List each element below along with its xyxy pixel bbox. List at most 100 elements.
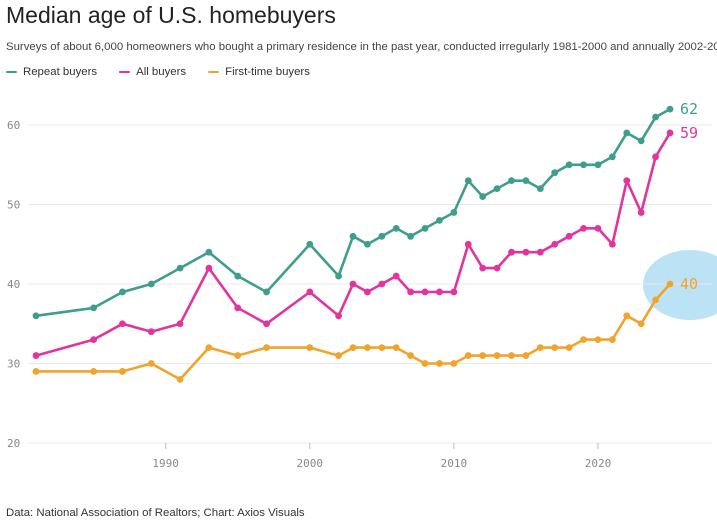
- data-point-all-2005: [378, 280, 386, 288]
- data-point-repeat-2003: [349, 232, 357, 240]
- data-point-first-2007: [407, 352, 415, 359]
- legend-swatch-first: [208, 70, 220, 74]
- chart-subtitle: Surveys of about 6,000 homeowners who bo…: [6, 41, 717, 53]
- legend-item-repeat[interactable]: Repeat buyers: [6, 66, 97, 78]
- end-label-repeat: 62: [680, 100, 698, 118]
- data-point-first-2010: [450, 360, 458, 367]
- legend-swatch-repeat: [6, 70, 17, 74]
- y-tick-label-50: 50: [7, 199, 20, 212]
- data-point-first-2018: [565, 344, 573, 351]
- data-point-all-2010: [450, 288, 458, 296]
- data-point-all-2017: [551, 240, 559, 248]
- legend-label-all: All buyers: [136, 66, 187, 78]
- data-point-repeat-2002: [335, 272, 342, 280]
- series-line-first: [34, 282, 672, 381]
- data-point-repeat-2010: [450, 209, 458, 216]
- data-point-all-2014: [508, 248, 515, 256]
- data-point-all-2013: [493, 264, 501, 272]
- data-point-repeat-2022: [623, 129, 631, 137]
- data-point-all-1987: [119, 320, 126, 328]
- legend-label-repeat: Repeat buyers: [23, 66, 98, 78]
- data-point-all-1997: [263, 320, 270, 328]
- data-point-first-2000: [306, 344, 314, 351]
- x-tick-label-2000: 2000: [297, 457, 324, 470]
- data-point-first-1991: [176, 376, 184, 383]
- data-point-repeat-1995: [234, 272, 242, 280]
- source-note: Data: National Association of Realtors; …: [6, 507, 305, 519]
- data-point-repeat-2021: [608, 153, 616, 161]
- data-point-repeat-2020: [594, 161, 602, 169]
- end-label-all: 59: [680, 124, 698, 142]
- data-point-first-1987: [119, 368, 126, 375]
- legend-item-first[interactable]: First-time buyers: [208, 66, 310, 78]
- data-point-first-2016: [536, 344, 544, 351]
- data-point-all-2024: [652, 153, 659, 161]
- data-point-first-2019: [580, 336, 587, 344]
- data-point-first-1993: [205, 344, 213, 351]
- data-point-repeat-1991: [176, 264, 184, 272]
- data-point-all-2012: [479, 264, 487, 272]
- data-point-all-2008: [421, 288, 429, 296]
- data-point-first-2024: [652, 296, 659, 304]
- data-point-first-2004: [364, 344, 371, 351]
- data-point-first-2012: [479, 352, 487, 359]
- data-point-first-2003: [349, 344, 357, 351]
- data-point-first-2014: [508, 352, 515, 359]
- y-tick-label-20: 20: [7, 437, 20, 450]
- legend-label-first: First-time buyers: [225, 66, 310, 78]
- data-point-repeat-2024: [652, 113, 659, 121]
- data-point-repeat-2006: [392, 224, 400, 232]
- data-point-first-2011: [464, 352, 472, 359]
- data-point-repeat-2004: [364, 240, 371, 248]
- data-point-repeat-2014: [508, 177, 515, 185]
- data-point-first-2005: [378, 344, 386, 351]
- data-point-repeat-2025: [666, 105, 674, 113]
- data-point-all-2021: [608, 240, 616, 248]
- data-point-first-2006: [392, 344, 400, 351]
- data-point-first-2023: [637, 320, 645, 328]
- data-point-all-2009: [436, 288, 443, 296]
- data-point-all-2016: [536, 248, 544, 256]
- data-point-repeat-1997: [263, 288, 270, 296]
- y-tick-label-60: 60: [7, 119, 20, 132]
- y-tick-label-30: 30: [7, 358, 20, 371]
- data-point-first-2020: [594, 336, 602, 344]
- data-point-first-2025: [666, 280, 674, 288]
- data-point-first-1985: [90, 368, 98, 375]
- data-point-repeat-1985: [90, 304, 98, 312]
- data-point-repeat-2018: [565, 161, 573, 169]
- data-point-first-2017: [551, 344, 559, 351]
- data-point-first-2015: [522, 352, 530, 359]
- data-point-all-1991: [176, 320, 184, 328]
- data-point-all-2020: [594, 224, 602, 232]
- legend-swatch-all: [119, 70, 131, 74]
- data-point-repeat-1993: [205, 248, 213, 256]
- legend-item-all[interactable]: All buyers: [119, 66, 186, 78]
- data-point-all-2003: [349, 280, 357, 288]
- x-tick-label-1990: 1990: [152, 457, 179, 470]
- data-point-all-1981: [32, 352, 40, 359]
- data-point-repeat-1981: [32, 312, 40, 320]
- data-point-all-2025: [666, 129, 674, 137]
- page-title: Median age of U.S. homebuyers: [6, 2, 336, 28]
- data-point-all-1985: [90, 336, 98, 344]
- data-point-all-2011: [464, 240, 472, 248]
- end-label-first: 40: [680, 275, 698, 293]
- data-point-first-2002: [335, 352, 342, 359]
- data-point-first-2022: [623, 312, 631, 320]
- data-point-all-2007: [407, 288, 415, 296]
- data-point-all-2022: [623, 177, 631, 185]
- x-tick-label-2010: 2010: [441, 457, 468, 470]
- data-point-first-2013: [493, 352, 501, 359]
- data-point-repeat-2012: [479, 193, 487, 200]
- series-line-all: [34, 131, 672, 357]
- data-point-all-2023: [637, 209, 645, 216]
- data-point-all-2004: [364, 288, 371, 296]
- data-point-first-2009: [436, 360, 443, 367]
- data-point-first-1981: [32, 368, 40, 375]
- data-point-all-1993: [205, 264, 213, 272]
- data-point-all-2015: [522, 248, 530, 256]
- legend: Repeat buyers All buyers First-time buye…: [6, 66, 332, 78]
- data-point-first-1989: [147, 360, 155, 367]
